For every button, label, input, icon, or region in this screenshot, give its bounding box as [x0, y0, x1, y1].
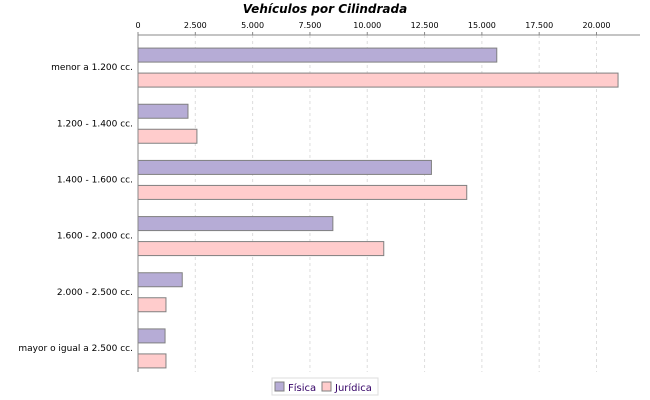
legend-label: Jurídica [334, 382, 372, 394]
bar-juridica [137, 353, 167, 369]
legend-swatch [274, 381, 285, 392]
bar-fisica [137, 47, 498, 63]
bar-fisica [137, 328, 166, 344]
x-tick-label: 7.500 [298, 21, 321, 30]
x-tick-label: 12.500 [411, 21, 439, 30]
legend-swatch [321, 381, 332, 392]
x-tick-label: 15.000 [468, 21, 496, 30]
bar-juridica [137, 128, 198, 144]
x-tick-label: 20.000 [583, 21, 611, 30]
x-tick-label: 0 [135, 21, 140, 30]
category-label: 1.200 - 1.400 cc. [57, 119, 133, 129]
bar-fisica [137, 272, 183, 288]
category-label: 1.400 - 1.600 cc. [57, 175, 133, 185]
chart-title: Vehículos por Cilindrada [243, 2, 407, 16]
category-label: mayor o igual a 2.500 cc. [18, 344, 133, 354]
bar-juridica [137, 241, 385, 257]
bar-fisica [137, 103, 189, 119]
x-tick-label: 2.500 [184, 21, 207, 30]
legend-label: Física [288, 382, 316, 394]
category-label: 1.600 - 2.000 cc. [57, 232, 133, 242]
category-label: 2.000 - 2.500 cc. [57, 288, 133, 298]
bar-fisica [137, 159, 432, 175]
legend-box [271, 377, 379, 396]
bar-juridica [137, 297, 167, 313]
category-label: menor a 1.200 cc. [51, 63, 133, 73]
legend: Física Jurídica [271, 377, 379, 396]
bar-juridica [137, 72, 619, 88]
x-tick-label: 5.000 [241, 21, 264, 30]
bar-juridica [137, 184, 468, 200]
bar-fisica [137, 216, 334, 232]
x-tick-label: 10.000 [353, 21, 381, 30]
x-tick-label: 17.500 [525, 21, 553, 30]
